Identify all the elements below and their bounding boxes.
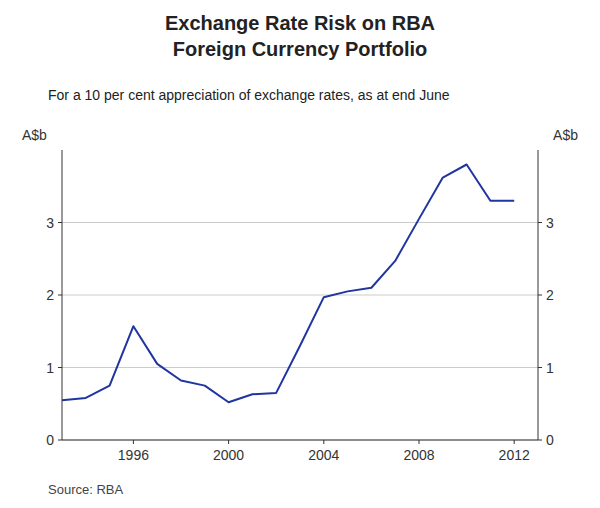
y2-tick [538,222,542,223]
x-tick-label: 1996 [118,447,149,463]
y2-tick [538,440,542,441]
y-tick-label: 1 [46,360,54,376]
y-tick-label: 2 [46,287,54,303]
page: {"chart_data": {"type": "line", "title":… [0,0,600,508]
x-tick [419,440,420,444]
grid [62,223,538,441]
y-tick [58,367,62,368]
y-tick-label: 0 [46,432,54,448]
y-tick [58,295,62,296]
grid-line [62,367,538,368]
x-tick-label: 2000 [213,447,244,463]
y2-tick-label: 2 [546,287,554,303]
y-tick [58,440,62,441]
title: Exchange Rate Risk on RBA Foreign Curren… [0,10,600,62]
y2-tick-label: 3 [546,215,554,231]
grid-line [62,295,538,296]
axes: 0 1 2 3 0 1 2 3 1996 2000 2004 2008 2012 [46,150,554,463]
data-line [62,165,514,403]
x-tick [228,440,229,444]
y2-axis-label: A$b [553,127,578,143]
x-tick [133,440,134,444]
subtitle: For a 10 per cent appreciation of exchan… [48,87,450,103]
x-tick [323,440,324,444]
y2-tick-label: 0 [546,432,554,448]
x-tick-label: 2004 [308,447,339,463]
grid-line [62,222,538,223]
y2-tick-label: 1 [546,360,554,376]
y-tick-label: 3 [46,215,54,231]
x-tick [514,440,515,444]
x-tick-label: 2008 [403,447,434,463]
y-axis-label: A$b [22,127,47,143]
plot-area [62,165,514,403]
y2-tick [538,367,542,368]
source: Source: RBA [48,482,123,497]
x-tick-label: 2012 [499,447,530,463]
y-tick [58,222,62,223]
chart: For a 10 per cent appreciation of exchan… [0,0,600,508]
y2-tick [538,295,542,296]
